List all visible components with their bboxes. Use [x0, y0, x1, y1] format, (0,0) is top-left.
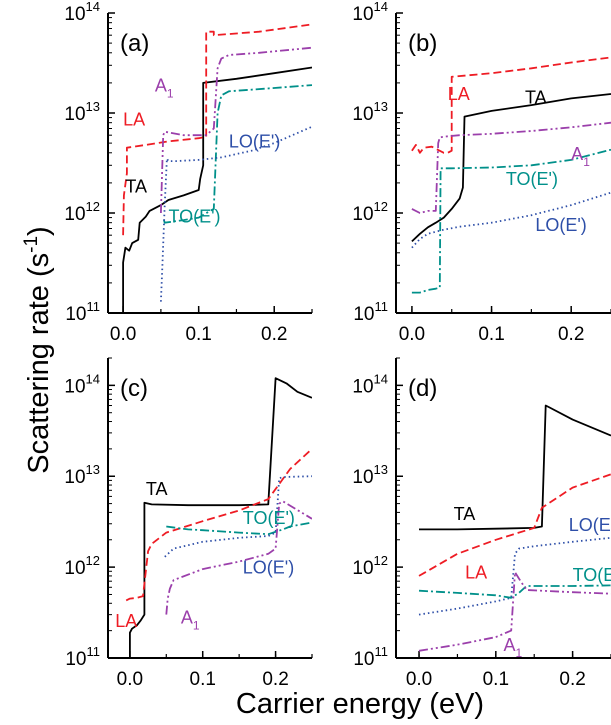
panel-b-label-ta: TA — [525, 87, 547, 107]
panel-b-ytick-label: 1014 — [352, 0, 388, 25]
panel-c: 0.0 0.1 0.2 1011 1012 1013 1014 TA LA TO(E') LO(E'… — [64, 357, 313, 690]
panel-d-ytick-label: 1011 — [353, 644, 388, 670]
panel-b-xtick-label: 0.2 — [558, 324, 584, 345]
panel-b-label-la: LA — [448, 84, 470, 104]
panel-b-xtick-label: 0.0 — [399, 324, 425, 345]
panel-b-series-lo-e — [411, 191, 611, 249]
panel-c-label-ta: TA — [146, 479, 168, 499]
panel-a-xtick-label: 0.0 — [110, 324, 136, 345]
panel-b-label-to-e: TO(E') — [506, 169, 558, 189]
panel-c-series-group — [125, 377, 312, 658]
panel-d-xtick-label: 0.1 — [483, 669, 509, 690]
panel-d-xtick-label: 0.2 — [559, 669, 585, 690]
panel-a-ytick-label: 1014 — [64, 0, 100, 25]
panel-b-series-a1 — [411, 121, 611, 214]
panel-a-series-to-e — [163, 84, 312, 224]
figure-ylabel-close: ) — [23, 226, 55, 236]
panel-d-label-a1: A1 — [504, 635, 523, 660]
panel-a: 0.0 0.1 0.2 1011 1012 1013 1014 TA LA A1 LO(E') TO(… — [64, 0, 313, 345]
panel-a-ytick-label: 1012 — [64, 199, 100, 225]
panel-b: 0.0 0.1 0.2 1011 1012 1013 1014 LA TA A1 TO(E') LO(… — [352, 0, 611, 345]
panel-c-xtick-label: 0.1 — [190, 669, 216, 690]
panel-c-ytick-label: 1013 — [64, 462, 100, 488]
panel-c-label-a1: A1 — [181, 607, 200, 632]
panel-d-tag: (d) — [408, 375, 437, 402]
panel-b-label-lo-e: LO(E') — [535, 215, 586, 235]
panel-d-series-ta — [419, 404, 611, 531]
figure-ylabel-exponent: -1 — [21, 236, 42, 253]
panels: 0.0 0.1 0.2 1011 1012 1013 1014 TA LA A1 LO(E') TO(… — [64, 0, 611, 690]
panel-a-series-lo-e — [160, 125, 312, 302]
panel-a-series-la — [122, 23, 312, 236]
panel-b-series-to-e — [411, 148, 611, 294]
panel-a-series-ta — [122, 66, 312, 313]
panel-a-ytick-label: 1013 — [64, 99, 100, 125]
panel-c-xtick-label: 0.2 — [262, 669, 288, 690]
panel-a-xtick-label: 0.1 — [185, 324, 211, 345]
figure-xlabel: Carrier energy (eV) — [236, 688, 484, 720]
panel-d-label-to-e: TO(E') — [573, 565, 611, 585]
panel-c-ytick-label: 1014 — [64, 371, 100, 397]
panel-b-series-ta — [411, 93, 611, 243]
panel-b-series-group — [411, 56, 611, 294]
panel-d-series-a1 — [418, 571, 611, 652]
panel-a-label-ta: TA — [125, 177, 147, 197]
panel-a-label-to-e: TO(E') — [168, 207, 220, 227]
panel-a-label-lo-e: LO(E') — [229, 132, 280, 152]
panel-d-series-group — [418, 404, 611, 652]
panel-d-label-lo-e: LO(E') — [569, 515, 611, 535]
panel-d-xtick-label: 0.0 — [406, 669, 432, 690]
panel-b-series-la — [411, 56, 611, 154]
panel-b-xtick-label: 0.1 — [478, 324, 504, 345]
panel-d-ytick-label: 1012 — [352, 553, 388, 579]
panel-b-ytick-label: 1012 — [352, 199, 388, 225]
panel-a-label-la: LA — [123, 109, 145, 129]
panel-c-label-to-e: TO(E') — [243, 508, 295, 528]
panel-c-label-la: LA — [115, 611, 137, 631]
panel-d-series-la — [418, 473, 611, 577]
panel-c-ytick-label: 1011 — [65, 644, 100, 670]
panel-a-series-a1 — [160, 46, 312, 214]
panel-c-xtick-label: 0.0 — [117, 669, 143, 690]
panel-d-ytick-label: 1014 — [352, 371, 388, 397]
panel-a-xtick-label: 0.2 — [261, 324, 287, 345]
panel-b-tag: (b) — [408, 30, 437, 57]
panel-a-tag: (a) — [120, 30, 149, 57]
panel-a-label-a1: A1 — [155, 75, 174, 100]
panel-c-series-ta — [128, 377, 312, 658]
figure-ylabel-main: Scattering rate (s — [23, 253, 55, 474]
panel-c-tag: (c) — [120, 375, 148, 402]
panel-a-series-group — [122, 23, 312, 313]
panel-d-label-la: LA — [465, 562, 487, 582]
panel-c-label-lo-e: LO(E') — [243, 558, 294, 578]
panel-b-label-a1: A1 — [571, 144, 590, 169]
panel-d-ytick-label: 1013 — [352, 462, 388, 488]
panel-b-ytick-label: 1013 — [352, 99, 388, 125]
panel-a-ytick-label: 1011 — [65, 299, 100, 325]
panel-d: 0.0 0.1 0.2 1011 1012 1013 1014 TA LA LO(E') TO(E'… — [352, 357, 611, 690]
panel-d-series-to-e — [418, 584, 611, 599]
panel-b-ytick-label: 1011 — [353, 299, 388, 325]
panel-c-series-to-e — [166, 521, 312, 536]
figure-ylabel: Scattering rate (s-1) — [21, 226, 55, 473]
panel-d-series-lo-e — [418, 536, 611, 616]
panel-c-series-a1 — [165, 500, 312, 615]
panel-d-label-ta: TA — [454, 504, 476, 524]
panel-c-ytick-label: 1012 — [64, 553, 100, 579]
